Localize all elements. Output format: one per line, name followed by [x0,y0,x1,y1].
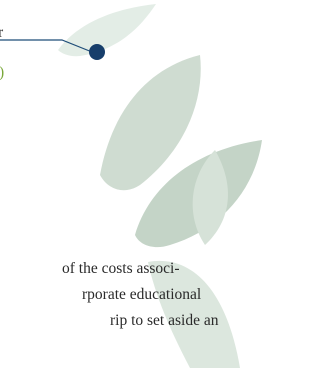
top-text: r [0,24,3,42]
callout-dot [89,44,105,60]
parenthesis: ) [0,64,4,82]
paragraph-line: rip to set aside an [0,312,320,330]
paragraph-line: of the costs associ- [0,260,320,278]
paragraph-line: rporate educational [0,286,320,304]
page: {"top_text": "r", "paren": ")", "paragra… [0,0,282,368]
leaf [58,4,156,56]
